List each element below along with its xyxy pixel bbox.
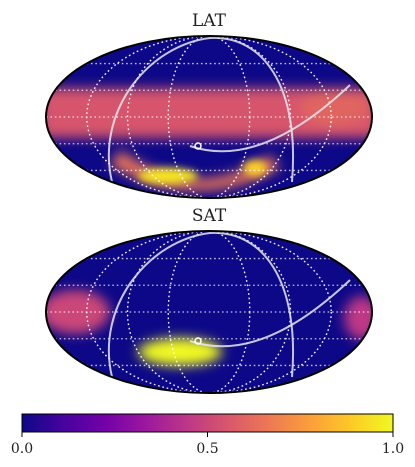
sat-left-lobe xyxy=(46,290,110,334)
colorbar-tick-0: 0.0 xyxy=(11,441,33,457)
lat-hotspot-right xyxy=(243,160,267,176)
lat-main-band xyxy=(46,88,372,138)
sat-hotspot-center xyxy=(138,338,222,366)
lat-map xyxy=(45,35,373,199)
sat-map xyxy=(45,230,373,394)
colorbar: 0.0 0.5 1.0 xyxy=(11,413,404,457)
lat-right-blob xyxy=(300,90,370,126)
lat-center-marker xyxy=(194,142,202,150)
colorbar-tick-2: 1.0 xyxy=(382,441,404,457)
sat-right-edge xyxy=(344,296,372,340)
colorbar-gradient xyxy=(21,413,394,433)
sat-center-marker xyxy=(194,337,202,345)
lat-hotspot-left xyxy=(138,168,198,184)
lat-map-outline xyxy=(45,35,373,199)
colorbar-tick-1: 0.5 xyxy=(196,441,218,457)
sat-reference-curves xyxy=(107,231,351,378)
sat-title: SAT xyxy=(192,206,227,226)
sat-map-outline xyxy=(45,230,373,394)
lat-reference-curves xyxy=(107,36,351,183)
lat-title: LAT xyxy=(192,11,227,31)
